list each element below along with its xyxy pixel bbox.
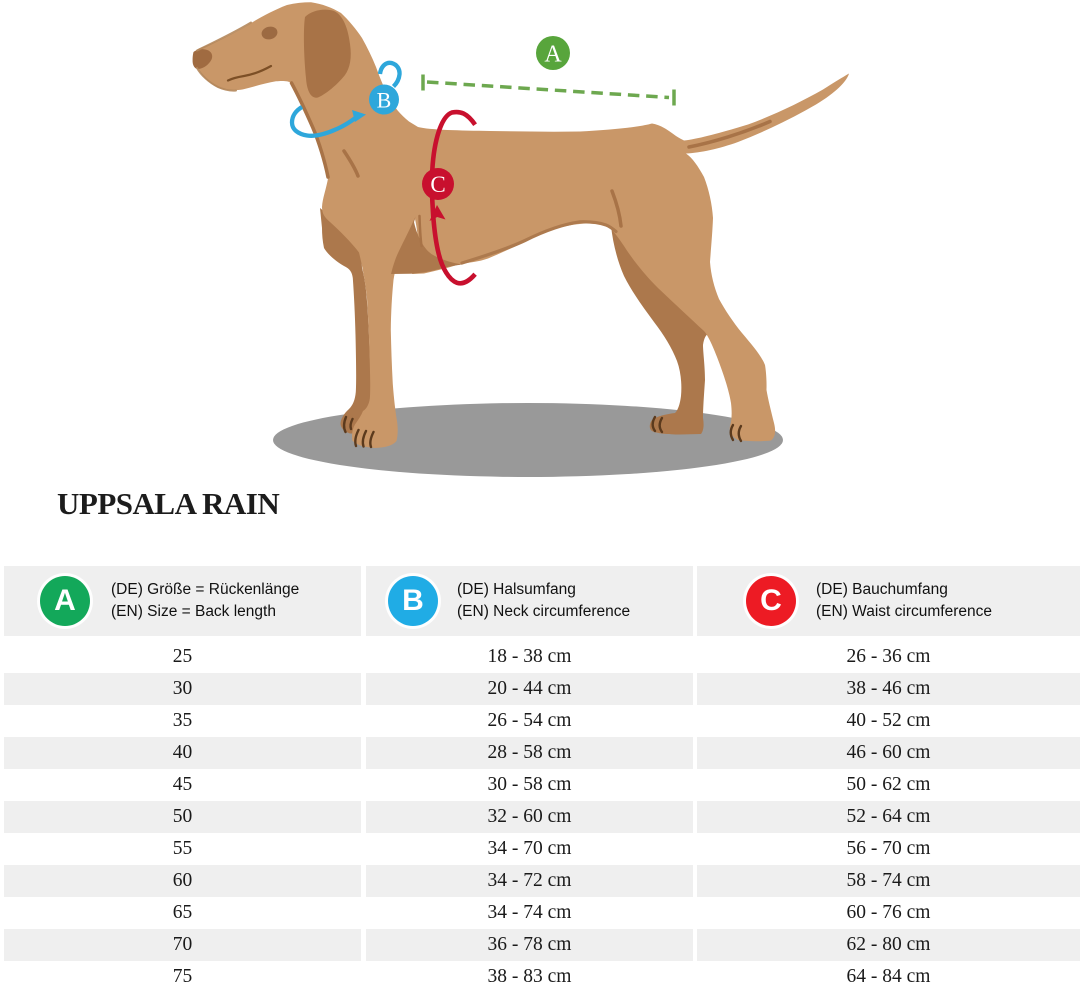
svg-text:A: A — [544, 42, 562, 68]
svg-text:C: C — [430, 172, 445, 197]
svg-text:B: B — [377, 88, 392, 113]
